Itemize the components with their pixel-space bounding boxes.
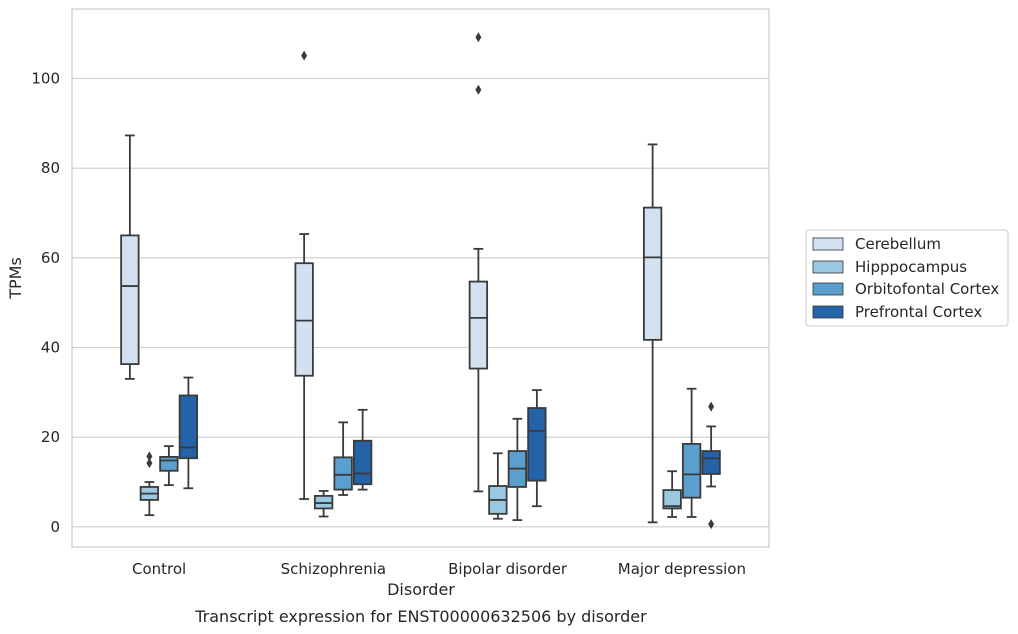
legend-label-cerebellum: Cerebellum [855, 235, 941, 253]
y-axis-title: TPMs [6, 257, 25, 300]
x-tick-label-0: Control [132, 560, 186, 578]
box-0-1-outlier-0 [146, 451, 153, 462]
box-1-0-iqr [294, 262, 314, 377]
x-axis-ticks: Control Schizophrenia Bipolar disorder Majo… [132, 560, 746, 578]
box-0-0-iqr [120, 234, 140, 365]
box-1-3-iqr [352, 439, 373, 486]
x-tick-label-3: Major depression [618, 560, 746, 578]
legend-label-hippocampus: Hipppocampus [855, 258, 967, 276]
y-axis-ticks: 0 20 40 60 80 100 [31, 69, 60, 535]
legend-label-prefrontal: Prefrontal Cortex [855, 303, 982, 321]
y-tick-label-40: 40 [41, 338, 60, 356]
box-0-1-outlier-1 [146, 458, 153, 469]
box-3-3-iqr [701, 450, 721, 475]
legend-label-orbitofrontal: Orbitofontal Cortex [855, 280, 999, 298]
box-2-0-outlier-1 [475, 84, 482, 95]
box-groups [120, 32, 721, 530]
plot-frame [71, 8, 770, 548]
legend: Cerebellum Hipppocampus Orbitofontal Cor… [805, 229, 1009, 327]
box-0-3-iqr [178, 394, 199, 460]
legend-swatch-cerebellum [812, 237, 844, 251]
y-tick-label-100: 100 [31, 69, 60, 87]
legend-swatch-hippocampus [812, 260, 844, 274]
box-0-2-iqr [159, 455, 179, 472]
box-3-1-iqr [662, 489, 682, 510]
legend-frame [805, 229, 1009, 327]
x-tick-label-1: Schizophrenia [281, 560, 386, 578]
box-3-3-outlier-1 [708, 519, 715, 530]
box-2-3-iqr [527, 407, 547, 482]
y-tick-label-80: 80 [41, 159, 60, 177]
box-3-2-iqr [681, 442, 702, 499]
legend-swatch-prefrontal [812, 305, 844, 319]
box-2-0-outlier-0 [475, 32, 482, 43]
box-1-2-iqr [333, 456, 353, 491]
y-tick-label-60: 60 [41, 249, 60, 267]
box-3-3-outlier-0 [708, 401, 715, 412]
x-axis-title: Disorder [387, 580, 455, 599]
x-tick-label-2: Bipolar disorder [448, 560, 568, 578]
y-tick-label-20: 20 [41, 428, 60, 446]
chart-caption: Transcript expression for ENST0000063250… [194, 607, 647, 626]
y-tick-label-0: 0 [50, 518, 60, 536]
legend-swatch-orbitofrontal [812, 282, 844, 296]
box-1-0-outlier-0 [301, 50, 308, 61]
box-3-0-iqr [642, 206, 663, 341]
box-2-0-iqr [468, 280, 489, 370]
